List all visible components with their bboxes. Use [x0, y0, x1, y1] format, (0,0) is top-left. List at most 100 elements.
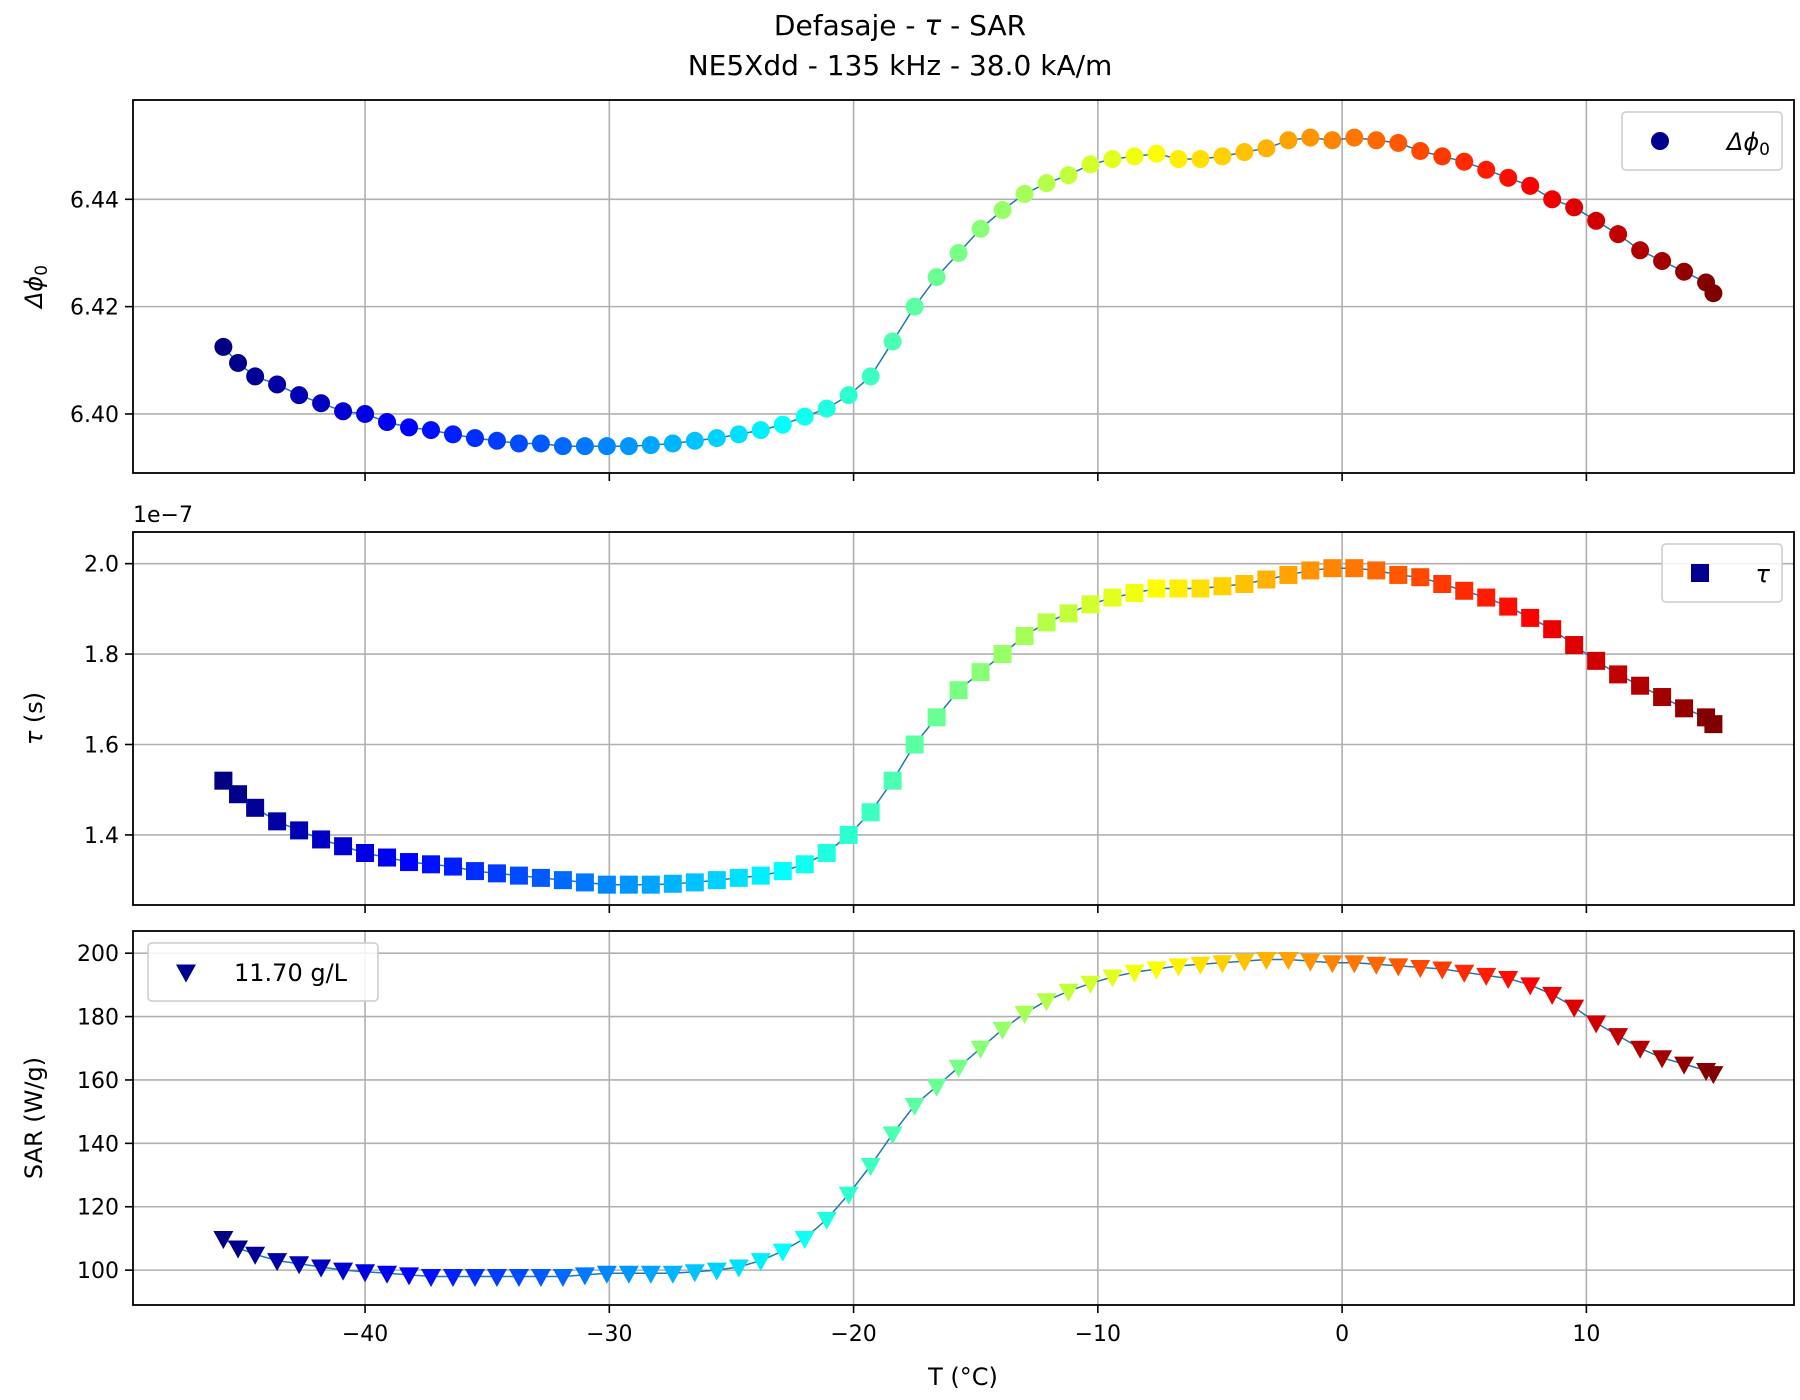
- data-point: [1036, 993, 1057, 1012]
- data-point: [1609, 665, 1628, 684]
- data-point: [1235, 143, 1254, 162]
- data-point: [1168, 958, 1189, 977]
- y-tick-label: 120: [77, 1196, 119, 1221]
- data-point: [334, 837, 353, 856]
- data-point: [1499, 597, 1518, 616]
- data-point: [1125, 584, 1144, 603]
- data-point: [487, 864, 506, 883]
- data-point: [729, 868, 748, 887]
- data-point: [993, 201, 1012, 220]
- data-point: [289, 1256, 310, 1275]
- legend: τ: [1661, 543, 1783, 603]
- data-point: [575, 873, 594, 892]
- data-point: [267, 1253, 288, 1272]
- data-point: [1608, 1028, 1629, 1047]
- data-point: [1520, 977, 1541, 996]
- legend-marker: [176, 964, 196, 983]
- data-point: [531, 434, 550, 453]
- axes-frame: [132, 99, 1795, 474]
- data-point: [290, 386, 309, 405]
- data-point: [486, 1268, 507, 1287]
- data-point: [685, 873, 704, 892]
- data-point: [229, 353, 248, 372]
- panel-tau: 1.41.61.82.01e−7τ (s)τ: [20, 503, 1795, 913]
- data-point: [1367, 131, 1386, 150]
- data-point: [1521, 176, 1540, 195]
- data-point: [1653, 688, 1672, 707]
- data-point: [1542, 986, 1563, 1005]
- y-axis-label-subscript: 0: [32, 265, 52, 276]
- data-point: [1674, 1056, 1695, 1075]
- data-point: [1653, 252, 1672, 271]
- data-point: [312, 394, 331, 413]
- data-point: [1059, 604, 1078, 623]
- data-point: [465, 429, 484, 448]
- data-point: [641, 875, 660, 894]
- legend-marker: [1651, 132, 1669, 150]
- legend-label: 11.70 g/L: [234, 959, 348, 987]
- data-point: [1169, 150, 1188, 169]
- data-point: [1587, 651, 1606, 670]
- data-point: [1543, 190, 1562, 209]
- data-point: [1410, 959, 1431, 978]
- data-point: [1037, 174, 1056, 193]
- data-point: [421, 1268, 442, 1287]
- data-point: [1565, 636, 1584, 655]
- x-tick-label: 0: [1335, 1322, 1349, 1347]
- data-point: [443, 857, 462, 876]
- data-point: [619, 437, 638, 456]
- data-point: [729, 425, 748, 444]
- data-point: [487, 431, 506, 450]
- data-point: [838, 1186, 859, 1205]
- data-point: [575, 437, 594, 456]
- x-tick-label: 10: [1572, 1322, 1600, 1347]
- data-point: [641, 436, 660, 455]
- legend-marker: [1691, 564, 1709, 582]
- data-point: [1630, 1040, 1651, 1059]
- data-point: [377, 1265, 398, 1284]
- legend-label: Δϕ0: [1725, 128, 1770, 160]
- data-point: [1323, 131, 1342, 150]
- data-point: [464, 1268, 485, 1287]
- legend-label-subscript: 0: [1759, 140, 1770, 160]
- data-point: [993, 645, 1012, 664]
- data-point: [1433, 147, 1452, 166]
- data-point: [1704, 284, 1723, 303]
- legend-label-symbol: τ: [1756, 560, 1771, 588]
- y-tick-label: 1.6: [84, 733, 119, 758]
- data-point: [1300, 953, 1321, 972]
- data-point: [619, 875, 638, 894]
- legend-box: [1661, 543, 1783, 603]
- data-point: [1675, 699, 1694, 718]
- data-point: [1345, 128, 1364, 147]
- data-point: [663, 874, 682, 893]
- data-point: [290, 821, 309, 840]
- data-point: [596, 1265, 617, 1284]
- figure-title-line1: Defasaje - τ - SAR: [774, 9, 1026, 42]
- data-point: [1124, 964, 1145, 983]
- figure-title-line2: NE5Xdd - 135 kHz - 38.0 kA/m: [688, 49, 1113, 82]
- data-point: [333, 1262, 354, 1281]
- data-point: [1454, 964, 1475, 983]
- y-tick-label: 160: [77, 1069, 119, 1094]
- data-point: [794, 1230, 815, 1249]
- data-point: [816, 1211, 837, 1230]
- data-point: [1411, 568, 1430, 587]
- data-point: [684, 1264, 705, 1283]
- data-point: [1147, 579, 1166, 598]
- data-point: [1477, 588, 1496, 607]
- data-point: [1389, 565, 1408, 584]
- data-point: [1279, 565, 1298, 584]
- data-point: [229, 785, 248, 804]
- data-point: [1301, 128, 1320, 147]
- data-point: [1476, 967, 1497, 986]
- data-point: [1586, 1015, 1607, 1034]
- data-point: [334, 402, 353, 421]
- data-point: [795, 855, 814, 874]
- data-point: [883, 332, 902, 351]
- data-point: [400, 418, 419, 437]
- legend: Δϕ0: [1621, 111, 1783, 171]
- y-offset-text: 1e−7: [133, 503, 193, 528]
